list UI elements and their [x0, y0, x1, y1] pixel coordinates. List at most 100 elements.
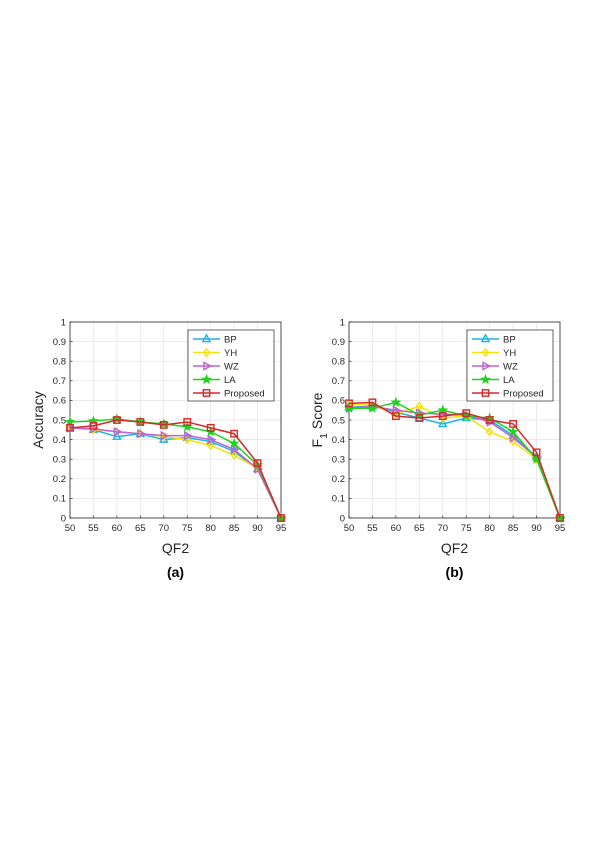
data-point-proposed [345, 399, 353, 408]
legend: BP YH WZ LA Proposed [187, 329, 275, 402]
y-axis-label-subscript: 1 [318, 433, 330, 439]
legend-label: Proposed [503, 388, 544, 399]
x-tick-label: 90 [531, 523, 542, 534]
legend-marker [480, 373, 491, 385]
data-point-proposed [509, 420, 518, 428]
data-point-la [531, 453, 542, 464]
series-line-la [69, 418, 282, 519]
legend-item-la: LA [193, 373, 236, 386]
data-point-wz [392, 405, 402, 415]
subfigure-caption: (b) [446, 564, 464, 580]
data-point-wz [230, 444, 240, 455]
y-tick-label: 0.4 [53, 435, 66, 446]
data-point-proposed [415, 414, 424, 422]
legend-label: LA [224, 375, 236, 386]
data-point-wz [184, 430, 193, 441]
y-tick-label: 0.6 [53, 396, 66, 407]
series-line-proposed [69, 419, 282, 519]
x-tick-label: 75 [182, 523, 193, 534]
legend-marker [201, 373, 212, 385]
legend-item-yh: YH [472, 347, 516, 359]
legend-label: Proposed [224, 388, 265, 399]
y-tick-label: 0.4 [332, 435, 345, 446]
y-tick-label: 0.1 [53, 494, 66, 505]
legend-item-proposed: Proposed [193, 388, 265, 399]
y-tick-label: 0.6 [332, 396, 345, 407]
y-axis-label-main: F [309, 439, 325, 448]
y-axis-label-suffix: Score [309, 392, 325, 433]
legend-marker [481, 389, 490, 397]
y-tick-label: 1 [340, 317, 345, 328]
subfigure-caption: (a) [167, 564, 184, 580]
x-tick-label: 95 [276, 523, 287, 534]
legend-item-yh: YH [193, 347, 237, 359]
data-point-proposed [159, 421, 168, 429]
data-point-proposed [206, 423, 215, 432]
data-point-proposed [136, 418, 145, 426]
data-point-proposed [556, 514, 564, 522]
data-point-proposed [277, 514, 285, 522]
legend-item-bp: BP [472, 333, 516, 345]
y-tick-label: 0.7 [53, 376, 66, 387]
x-tick-label: 80 [205, 523, 216, 534]
legend-marker [481, 347, 490, 358]
legend-marker [203, 361, 213, 371]
x-tick-label: 75 [461, 523, 472, 534]
data-point-yh [230, 450, 238, 461]
chart-panel-b: 50 55 60 65 70 75 80 85 90 95 0 0.1 0.2 0.3 0.4 0.5 0.6 0… [309, 317, 566, 580]
chart-panel-a: 50 55 60 65 70 75 80 85 90 95 0 0.1 0.2 0.3 0.4 0.5 0.6 0… [30, 317, 287, 580]
y-tick-label: 0.8 [53, 357, 66, 368]
x-tick-label: 95 [555, 523, 566, 534]
x-tick-label: 60 [112, 523, 123, 534]
legend-item-bp: BP [193, 333, 237, 345]
x-tick-label: 55 [88, 523, 99, 534]
legend-item-wz: WZ [193, 361, 239, 372]
y-tick-label: 0 [340, 513, 345, 524]
x-tick-label: 70 [437, 523, 448, 534]
data-point-proposed [368, 398, 377, 407]
series-proposed [345, 398, 564, 522]
data-point-la [228, 437, 240, 449]
legend-marker [202, 389, 211, 397]
x-tick-label: 70 [158, 523, 169, 534]
legend-item-wz: WZ [472, 361, 518, 372]
data-point-wz [160, 430, 170, 441]
legend-label: YH [224, 348, 237, 359]
legend-marker [201, 333, 212, 343]
data-point-proposed [253, 459, 262, 468]
legend-label: YH [503, 348, 516, 359]
y-tick-label: 0.5 [53, 415, 66, 426]
legend-label: WZ [503, 361, 518, 372]
data-point-proposed [89, 421, 98, 430]
legend-item-proposed: Proposed [472, 388, 544, 399]
data-point-yh [206, 440, 215, 451]
data-point-proposed [532, 448, 541, 457]
y-tick-label: 0 [61, 513, 66, 524]
y-axis-label-main: Accuracy [30, 391, 46, 449]
x-tick-label: 65 [414, 523, 425, 534]
data-point-bp [112, 430, 122, 440]
y-tick-label: 0.8 [332, 357, 345, 368]
y-tick-label: 0.9 [332, 337, 345, 348]
data-point-la [390, 396, 402, 407]
data-point-proposed [230, 429, 239, 438]
x-tick-label: 65 [135, 523, 146, 534]
legend-marker [482, 361, 492, 371]
data-point-wz [137, 428, 147, 439]
data-point-la [367, 402, 378, 413]
data-point-proposed [391, 412, 400, 420]
x-tick-label: 90 [252, 523, 263, 534]
legend-marker [480, 333, 491, 343]
legend-item-la: LA [472, 373, 515, 386]
data-point-proposed [462, 409, 471, 418]
series-line-proposed [348, 401, 561, 519]
y-tick-label: 0.2 [53, 474, 66, 485]
legend-marker [202, 347, 211, 358]
x-tick-label: 55 [367, 523, 378, 534]
x-tick-label: 85 [229, 523, 240, 534]
y-tick-label: 0.2 [332, 474, 345, 485]
y-tick-label: 0.3 [332, 455, 345, 466]
data-point-yh [485, 427, 494, 437]
